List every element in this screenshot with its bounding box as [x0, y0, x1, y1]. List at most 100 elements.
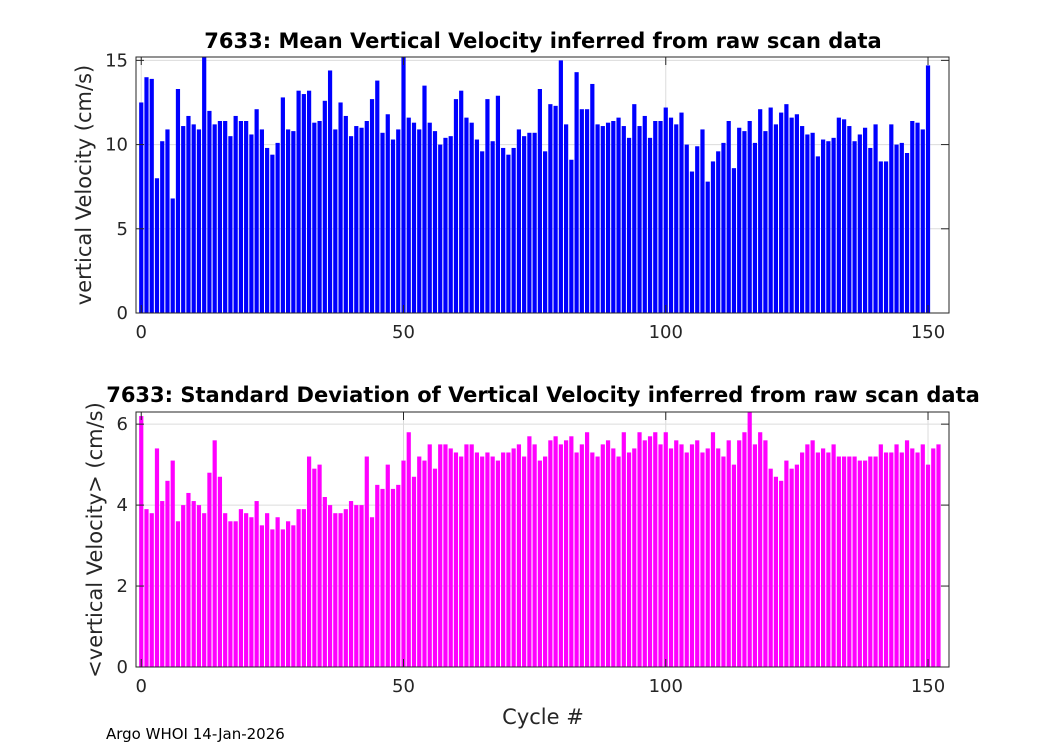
std-velocity-bar [695, 440, 700, 667]
mean-velocity-bar [637, 126, 642, 313]
mean-velocity-bar [800, 126, 805, 313]
mean-velocity-bar [369, 99, 375, 313]
std-velocity-bar [579, 444, 584, 667]
std-velocity-bar [438, 444, 443, 667]
mean-velocity-bar [139, 102, 144, 313]
std-velocity-bar [726, 440, 731, 667]
std-velocity-bar [915, 452, 920, 667]
std-velocity-bar [642, 440, 647, 667]
mean-velocity-bar [904, 153, 910, 313]
mean-velocity-bar [590, 83, 595, 313]
mean-velocity-axes-box [135, 56, 950, 314]
std-velocity-bar [411, 476, 417, 667]
std-velocity-bar [758, 432, 763, 667]
std-velocity-bar [789, 468, 794, 667]
mean-velocity-y-tick-label: 15 [105, 50, 128, 71]
std-velocity-bar [359, 505, 364, 667]
std-velocity-bar [543, 456, 548, 667]
mean-velocity-bar [920, 129, 925, 313]
std-velocity-bar [611, 448, 616, 667]
mean-velocity-bar [359, 127, 364, 314]
std-velocity-bar [217, 476, 223, 667]
std-velocity-bar [679, 444, 684, 667]
std-velocity-bar [275, 517, 280, 667]
mean-velocity-bar [862, 127, 868, 314]
mean-velocity-bar [647, 137, 653, 313]
mean-velocity-bar [532, 132, 537, 313]
mean-velocity-y-tick-label: 0 [117, 303, 128, 324]
std-velocity-bar [343, 509, 348, 667]
mean-velocity-bar [569, 159, 574, 313]
mean-velocity-bar [165, 129, 170, 313]
std-velocity-bar [590, 452, 595, 667]
mean-velocity-bar [401, 57, 406, 313]
std-velocity-bar [469, 444, 474, 667]
mean-velocity-bar [411, 122, 417, 314]
mean-velocity-bar [249, 134, 254, 313]
std-velocity-bar [181, 505, 186, 667]
std-velocity-y-ticks: 0 2 4 6 [117, 414, 949, 678]
std-velocity-bar [191, 501, 196, 667]
mean-velocity-y-tick-label: 10 [105, 135, 128, 156]
mean-velocity-bar [364, 121, 369, 313]
std-velocity-bar [485, 452, 490, 667]
std-velocity-bar [868, 456, 873, 667]
mean-velocity-bar [154, 178, 160, 313]
std-velocity-bar [453, 452, 459, 667]
mean-velocity-bar [768, 107, 773, 313]
std-velocity-bar [904, 440, 910, 667]
mean-velocity-bar [826, 141, 831, 313]
mean-velocity-bar [306, 90, 312, 314]
mean-velocity-x-tick-label: 150 [911, 322, 945, 343]
std-velocity-bar [710, 432, 716, 667]
mean-velocity-bar [700, 129, 705, 313]
mean-velocity-y-tick-label: 5 [117, 219, 128, 240]
mean-velocity-bar [207, 110, 212, 313]
mean-velocity-bar [396, 129, 401, 313]
mean-velocity-bar [280, 97, 285, 313]
std-velocity-bar [516, 444, 521, 667]
mean-velocity-bar [459, 90, 464, 314]
mean-velocity-bar [747, 121, 752, 313]
mean-velocity-bar [223, 121, 228, 313]
mean-velocity-bar [385, 114, 390, 313]
mean-velocity-bar [642, 115, 647, 313]
std-velocity-bar [348, 501, 354, 667]
mean-velocity-bar [626, 137, 632, 313]
mean-velocity-panel: 0 50 100 150 0 5 10 15 7633: Mean Vertical Vel… [72, 29, 950, 343]
mean-velocity-bar [527, 132, 532, 313]
std-velocity-bar [238, 509, 244, 667]
std-velocity-bar [170, 460, 175, 667]
std-velocity-bar [254, 501, 259, 667]
std-velocity-bar [301, 509, 306, 667]
mean-velocity-bar [160, 141, 165, 313]
mean-velocity-bar [480, 151, 485, 313]
mean-velocity-bar [663, 107, 668, 313]
std-velocity-bar [149, 513, 154, 667]
std-velocity-bar [705, 448, 710, 667]
mean-velocity-bar [836, 117, 841, 313]
mean-velocity-bar [265, 147, 270, 313]
mean-velocity-bar [810, 132, 815, 313]
mean-velocity-bar [181, 126, 186, 313]
mean-velocity-bar [584, 109, 590, 314]
mean-velocity-bar [878, 161, 883, 313]
mean-velocity-bar [616, 117, 621, 313]
mean-velocity-bar [600, 126, 605, 313]
mean-velocity-bar [784, 104, 789, 313]
std-velocity-bar [532, 444, 537, 667]
mean-velocity-bar [196, 129, 202, 313]
std-velocity-bar [380, 488, 385, 667]
std-velocity-bar [857, 460, 862, 667]
std-velocity-bar [883, 452, 889, 667]
std-velocity-title: 7633: Standard Deviation of Vertical Vel… [106, 383, 980, 407]
std-velocity-bar [564, 440, 569, 667]
std-velocity-bar [291, 525, 296, 667]
std-velocity-bar [737, 440, 742, 667]
mean-velocity-bar [217, 121, 223, 313]
mean-velocity-bar [763, 131, 768, 313]
std-velocity-bar [233, 521, 238, 667]
std-velocity-bar [207, 472, 212, 667]
mean-velocity-bar [422, 85, 427, 313]
